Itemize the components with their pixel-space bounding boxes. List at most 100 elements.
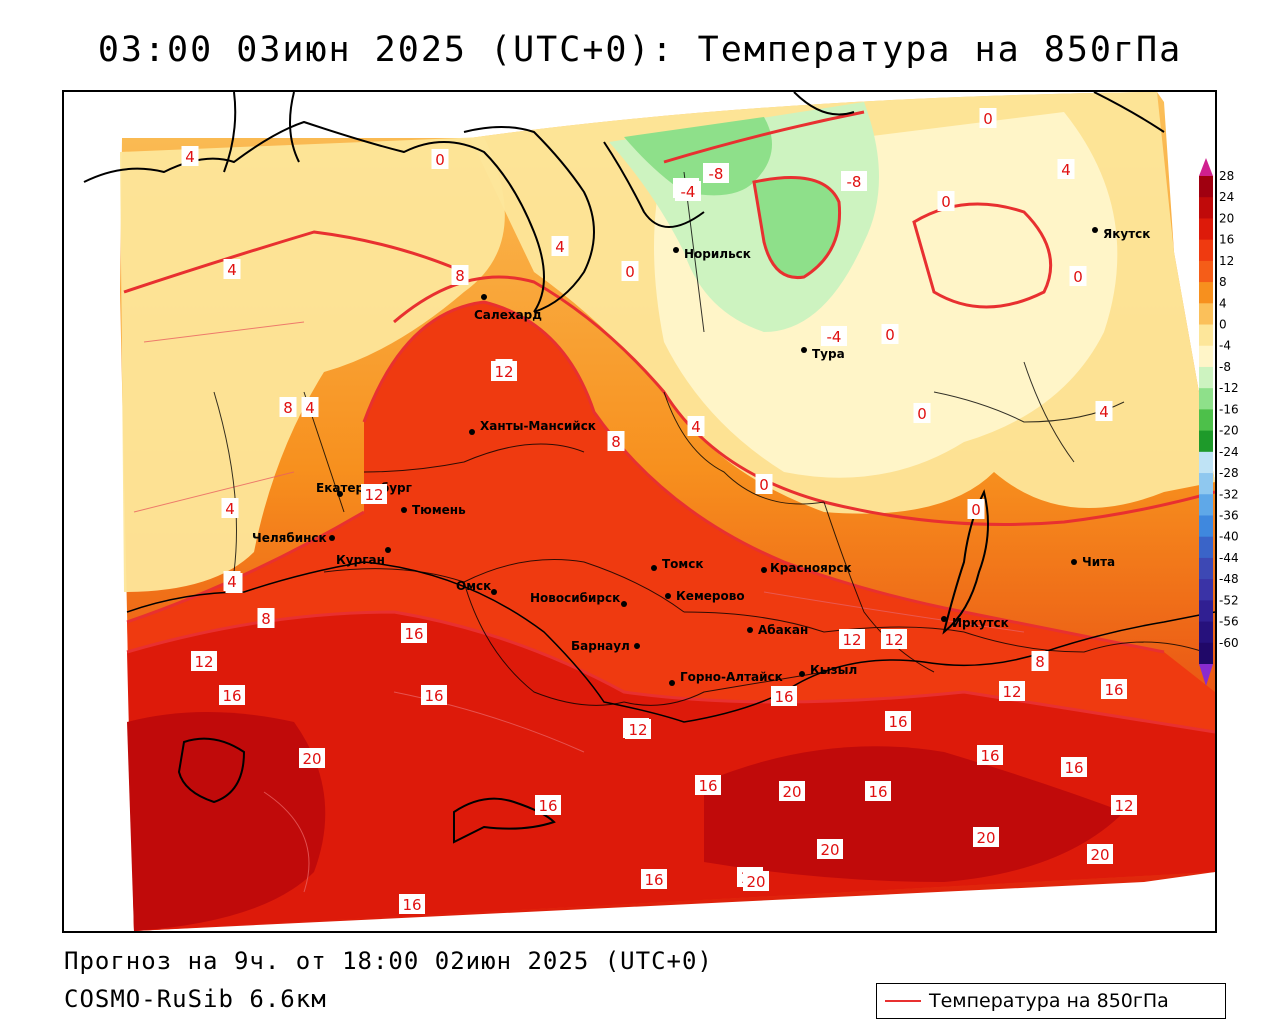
colorbar-tick-label: -60 (1219, 636, 1239, 650)
contour-label-bg (641, 869, 667, 889)
isotherms-thin (133, 321, 1025, 893)
city-marker: Кызыл (799, 663, 857, 677)
contour-label-bg (399, 894, 425, 914)
temperature-map[interactable]: Норильск Якутск Салехард Тура Ханты-Мансийск… (62, 90, 1217, 933)
contour-label: 0 (431, 149, 449, 169)
band-green (624, 117, 772, 196)
contour-label: 20 (973, 827, 999, 847)
colorbar-cell (1199, 473, 1213, 495)
colorbar-cell (1199, 494, 1213, 516)
contour-label-text: 0 (1073, 268, 1083, 286)
contour-label-text: 20 (1090, 846, 1109, 864)
colorbar-tick-label: -28 (1219, 466, 1239, 480)
contour-label-text: 16 (222, 687, 241, 705)
contour-label-bg (743, 871, 769, 891)
contour-label: 4 (301, 397, 319, 417)
city-label: Салехард (474, 308, 542, 322)
city-label: Чита (1082, 555, 1115, 569)
city-dot (665, 593, 671, 599)
city-dot (747, 627, 753, 633)
contour-label-bg (1031, 651, 1049, 671)
contour-label: 16 (219, 685, 245, 705)
contour-label: 4 (181, 146, 199, 166)
city-label: Якутск (1103, 227, 1150, 241)
contour-label-text: 8 (1035, 653, 1045, 671)
contour-label-text: 12 (494, 363, 513, 381)
colorbar-cell (1199, 557, 1213, 580)
contour-label-text: 12 (364, 486, 383, 504)
city-marker: Горно-Алтайск (669, 670, 783, 686)
contour-label: 4 (687, 416, 705, 436)
city-label: Норильск (684, 247, 751, 261)
city-label: Кемерово (676, 589, 745, 603)
contour-label-text: 16 (644, 871, 663, 889)
colorbar-cell (1199, 600, 1213, 623)
contour-label: 16 (401, 623, 427, 643)
contour-label: 12 (491, 361, 517, 381)
contour-label: -8 (841, 171, 867, 191)
contour-label: 20 (1087, 844, 1113, 864)
colorbar-tick-label: -4 (1219, 339, 1231, 353)
colorbar: 28 24 20 16 12 8 4 0 -4 -8 -12 -16 -20 -24 -28 -32 -36 -4… (1199, 158, 1239, 686)
colorbar-cell (1199, 621, 1213, 644)
city-dot (801, 347, 807, 353)
city-dot (941, 616, 947, 622)
contour-label-bg (839, 629, 865, 649)
contour-label: 0 (1069, 266, 1087, 286)
contour-label-bg (223, 259, 241, 279)
band-very-hot-kazakhstan (127, 712, 326, 931)
contour-label: 16 (695, 775, 721, 795)
colorbar-tick-label: -44 (1219, 551, 1239, 565)
contour-label-text: 12 (628, 721, 647, 739)
contour-label-bg (191, 651, 217, 671)
colorbar-cell (1199, 260, 1213, 283)
contour-label-text: 16 (980, 747, 999, 765)
city-marker: Абакан (747, 623, 808, 637)
city-marker: Якутск (1092, 227, 1150, 241)
city-label: Тура (812, 347, 845, 361)
contour-label-text: 12 (194, 653, 213, 671)
legend-line-swatch (885, 1000, 921, 1002)
contour-label: 12 (881, 629, 907, 649)
contour-label-bg (1095, 401, 1113, 421)
contour-label-text: 0 (983, 110, 993, 128)
city-dot (1092, 227, 1098, 233)
contour-label-text: 12 (884, 631, 903, 649)
city-label: Челябинск (252, 531, 327, 545)
contour-label: 0 (755, 474, 773, 494)
contour-label: 20 (817, 839, 843, 859)
contour-label-bg (755, 474, 773, 494)
city-dot (401, 507, 407, 513)
colorbar-cell (1199, 239, 1213, 262)
colorbar-tick-label: -8 (1219, 360, 1231, 374)
contour-label-text: 4 (1099, 403, 1109, 421)
contour-label-text: 12 (842, 631, 861, 649)
contour-label: 0 (913, 403, 931, 423)
contour-label-text: 20 (302, 750, 321, 768)
contour-label-text: 16 (774, 688, 793, 706)
contour-label-text: 16 (538, 797, 557, 815)
city-dot (329, 535, 335, 541)
contour-label-text: 16 (868, 783, 887, 801)
city-marker: Тура (801, 347, 845, 361)
contour-label-bg (625, 719, 651, 739)
city-marker: Чита (1071, 555, 1115, 569)
contour-label-text: 4 (305, 399, 315, 417)
city-marker: Норильск (673, 247, 751, 261)
colorbar-bottom-arrow (1199, 664, 1213, 686)
colorbar-cell (1199, 176, 1213, 198)
contour-label: 0 (881, 324, 899, 344)
contour-label-text: 0 (971, 501, 981, 519)
colorbar-cell (1199, 579, 1213, 601)
contour-label: 16 (535, 795, 561, 815)
contour-label-text: 4 (691, 418, 701, 436)
colorbar-tick-label: -24 (1219, 445, 1239, 459)
contour-label: 12 (361, 484, 387, 504)
colorbar-tick-label: 20 (1219, 211, 1234, 225)
contour-label-bg (451, 265, 469, 285)
contour-label-bg (973, 827, 999, 847)
colorbar-cell (1199, 197, 1213, 219)
contour-label: 20 (779, 781, 805, 801)
band-very-hot-mongolia (704, 746, 1124, 882)
contour-label-bg (1069, 266, 1087, 286)
